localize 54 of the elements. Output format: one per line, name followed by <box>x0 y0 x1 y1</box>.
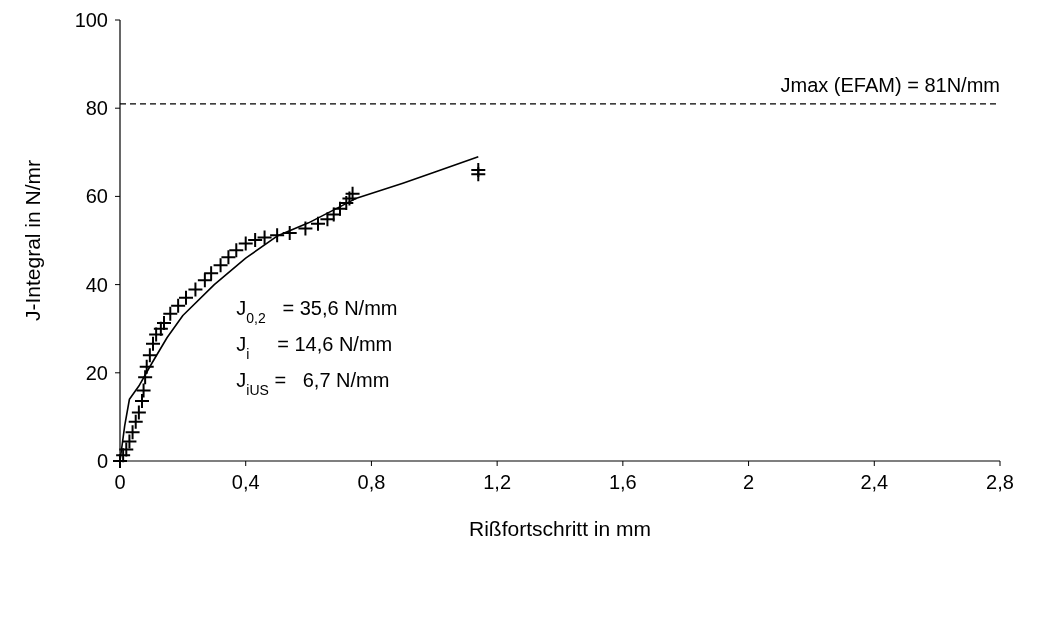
point <box>470 166 487 183</box>
y-tick-label: 80 <box>85 97 108 120</box>
x-axis-title: Rißfortschritt in mm <box>468 517 652 540</box>
x-tick-label: 0,8 <box>357 471 386 493</box>
point <box>281 225 298 241</box>
point <box>127 413 144 430</box>
point <box>130 404 147 421</box>
x-tick-label: 0,4 <box>231 471 260 493</box>
point <box>228 242 245 259</box>
point <box>178 289 194 306</box>
point <box>220 249 237 266</box>
x-tick-label: 0 <box>114 471 126 493</box>
y-tick-label: 40 <box>85 273 108 296</box>
point <box>256 229 273 246</box>
point <box>145 335 161 352</box>
point <box>156 314 172 331</box>
point <box>121 433 138 450</box>
point <box>124 424 141 441</box>
point <box>212 257 229 274</box>
point <box>137 369 154 386</box>
point <box>237 235 254 252</box>
point <box>196 272 213 289</box>
point <box>344 185 361 202</box>
point <box>187 281 204 298</box>
annotation: J$_{iUS}$ = 6,7 N/mm <box>236 369 390 399</box>
point <box>134 393 150 410</box>
y-tick-label: 0 <box>96 450 108 472</box>
x-tick-label: 1,6 <box>608 471 637 493</box>
y-tick-label: 100 <box>74 9 108 31</box>
point <box>162 305 179 322</box>
point <box>247 232 264 249</box>
point <box>148 326 165 343</box>
x-tick-label: 1,2 <box>483 471 512 493</box>
ref-line-label: Jmax (EFAM) = 81N/mm <box>780 73 1000 96</box>
annotation: J$_{0,2}$ = 35,6 N/mm <box>236 297 398 327</box>
y-tick-label: 60 <box>85 185 108 208</box>
point <box>319 211 336 228</box>
y-axis-title: J-Integral in N/mr <box>21 159 44 322</box>
point <box>170 297 187 314</box>
point <box>325 206 342 223</box>
x-tick-label: 2,4 <box>860 471 889 493</box>
point <box>341 190 358 207</box>
y-tick-label: 20 <box>85 361 108 384</box>
point <box>141 347 158 364</box>
text: J$_{i}$ = 14,6 N/mm <box>236 333 393 363</box>
point <box>269 227 286 244</box>
point <box>297 220 314 237</box>
point <box>135 382 152 399</box>
point <box>203 265 220 282</box>
point <box>138 358 155 375</box>
x-tick-label: 2 <box>743 471 755 493</box>
point <box>118 441 135 458</box>
x-tick-label: 2,8 <box>986 471 1014 493</box>
point <box>310 215 326 232</box>
